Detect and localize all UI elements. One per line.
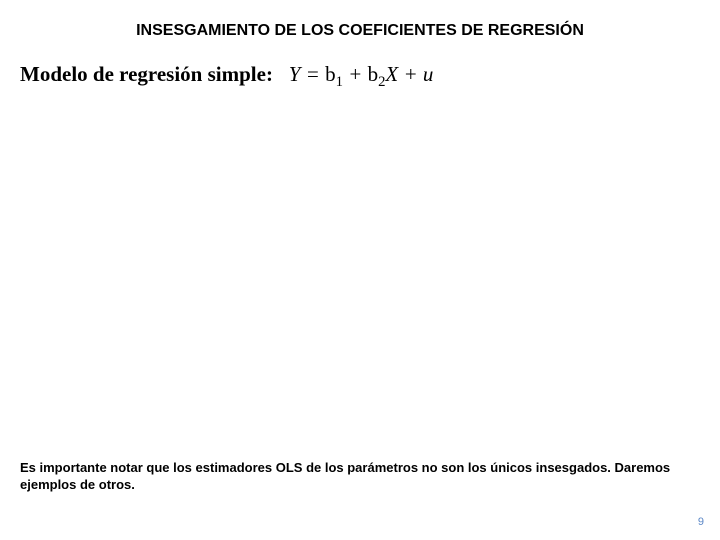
page-number: 9 <box>698 516 704 528</box>
slide-title: INSESGAMIENTO DE LOS COEFICIENTES DE REG… <box>0 22 720 40</box>
model-label: Modelo de regresión simple: <box>20 62 273 86</box>
eq-X: X <box>385 62 398 86</box>
eq-sub1: 1 <box>336 74 343 90</box>
model-line: Modelo de regresión simple: Y = b1 + b2X… <box>20 62 433 91</box>
footnote-text: Es importante notar que los estimadores … <box>20 459 700 494</box>
eq-Y: Y <box>289 62 301 86</box>
slide: INSESGAMIENTO DE LOS COEFICIENTES DE REG… <box>0 0 720 540</box>
eq-equals: = <box>300 62 325 86</box>
eq-beta1: b <box>325 62 336 86</box>
eq-plus1: + <box>343 62 368 86</box>
equation: Y = b1 + b2X + u <box>278 62 433 86</box>
eq-u: u <box>423 62 434 86</box>
eq-beta2: b <box>368 62 379 86</box>
eq-plus2: + <box>398 62 423 86</box>
